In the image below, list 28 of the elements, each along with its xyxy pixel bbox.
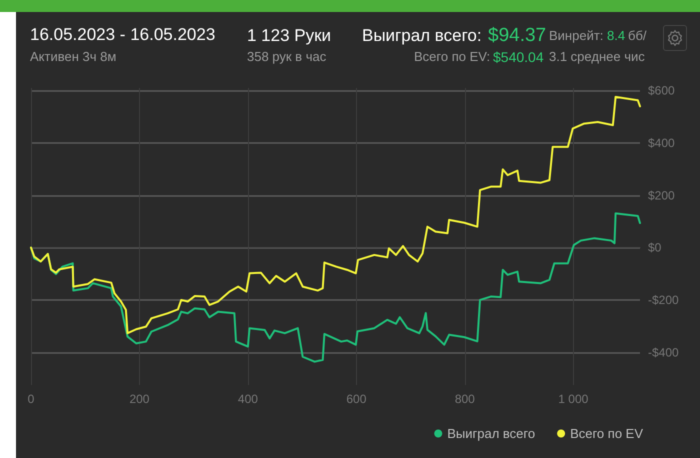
line-series bbox=[30, 212, 641, 363]
y-tick-label: $200 bbox=[648, 188, 676, 202]
chart-subtitle: Активен 3ч 8м bbox=[30, 48, 116, 66]
text: 358 рук в час bbox=[247, 48, 326, 66]
y-tick-label: $0 bbox=[648, 240, 662, 255]
legend-label: Выиграл всего bbox=[447, 426, 536, 441]
chart-title: 16.05.2023 - 16.05.2023 bbox=[30, 24, 216, 46]
y-tick-label: $400 bbox=[648, 136, 676, 150]
text: 3.1 среднее чис bbox=[549, 48, 645, 66]
text: 8.4 bbox=[607, 28, 626, 44]
x-tick-label: 0 bbox=[28, 392, 35, 406]
text: 1 123 Руки bbox=[247, 24, 332, 47]
text: Всего по EV: bbox=[414, 48, 490, 66]
text: Винрейт: bbox=[549, 28, 604, 44]
x-tick-label: 600 bbox=[346, 392, 367, 406]
y-tick-label: -$200 bbox=[648, 292, 680, 307]
text: $540.04 bbox=[493, 48, 544, 66]
y-tick-label: $600 bbox=[648, 84, 676, 98]
text: $94.37 bbox=[488, 24, 546, 48]
text: Выиграл всего: bbox=[362, 24, 482, 47]
y-tick-label: -$400 bbox=[648, 345, 680, 360]
x-tick-label: 1 000 bbox=[558, 392, 589, 406]
text: бб/ bbox=[628, 28, 647, 44]
x-tick-label: 800 bbox=[454, 392, 476, 406]
x-tick-label: 400 bbox=[238, 392, 258, 406]
x-tick-label: 200 bbox=[129, 392, 150, 406]
legend-label: Всего по EV bbox=[570, 426, 644, 441]
line-series bbox=[30, 96, 641, 334]
